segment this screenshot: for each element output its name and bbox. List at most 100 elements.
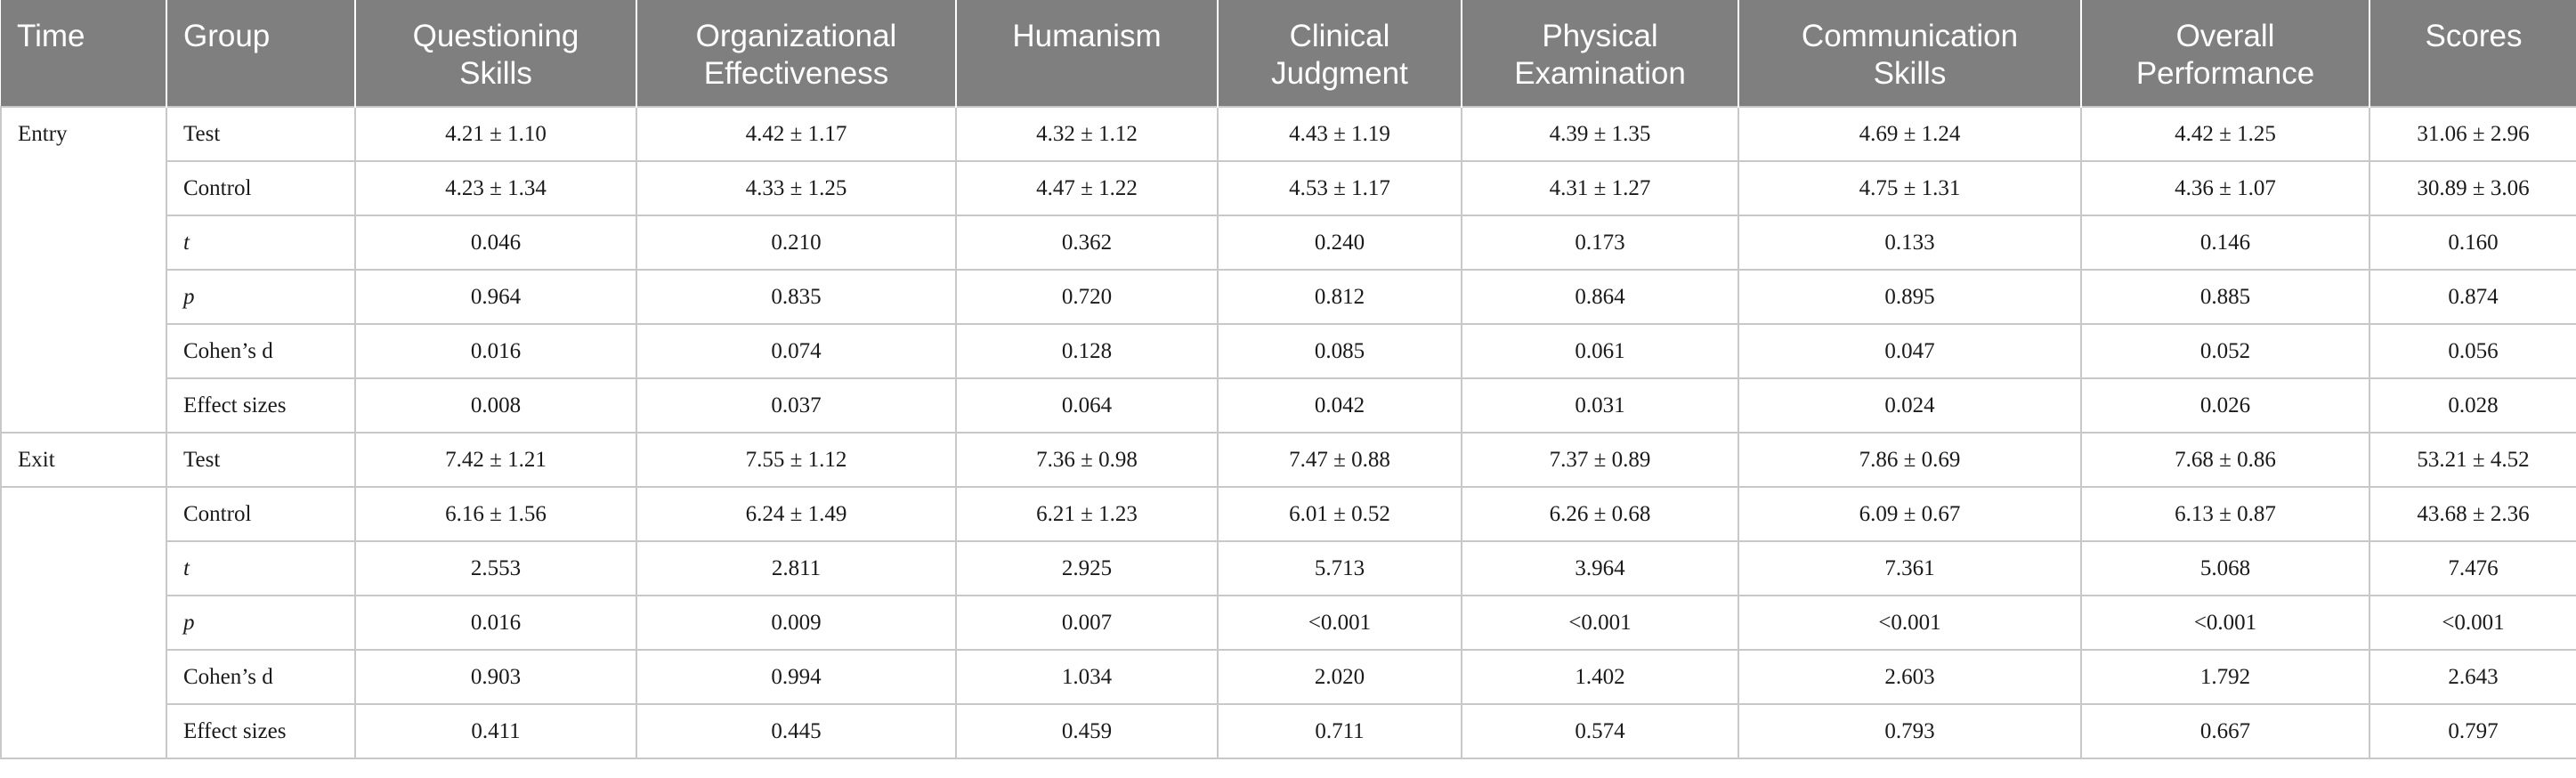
group-cell: Control: [166, 160, 356, 216]
group-cell: Cohen’s d: [166, 649, 356, 705]
value-cell: 7.47 ± 0.88: [1217, 432, 1462, 488]
table-row: p 0.016 0.009 0.007 <0.001 <0.001 <0.001 <0.001…: [1, 595, 2576, 651]
value-cell: <0.001: [1217, 595, 1462, 651]
value-cell: 0.052: [2080, 323, 2370, 379]
value-cell: 30.89 ± 3.06: [2369, 160, 2576, 216]
value-cell: 0.026: [2080, 377, 2370, 434]
value-cell: 0.864: [1461, 269, 1739, 325]
value-cell: 0.411: [354, 703, 637, 759]
value-cell: 0.711: [1217, 703, 1462, 759]
table-row: Exit Test 7.42 ± 1.21 7.55 ± 1.12 7.36 ± 0.9…: [0, 432, 2576, 488]
value-cell: 0.240: [1217, 215, 1462, 271]
value-cell: 0.797: [2369, 703, 2576, 759]
value-cell: 3.964: [1461, 540, 1739, 596]
value-cell: 0.074: [636, 323, 957, 379]
value-cell: 4.47 ± 1.22: [955, 160, 1219, 216]
value-cell: 4.53 ± 1.17: [1217, 160, 1462, 216]
value-cell: 7.361: [1738, 540, 2082, 596]
value-cell: 0.903: [354, 649, 637, 705]
value-cell: 0.362: [955, 215, 1219, 271]
value-cell: 31.06 ± 2.96: [2369, 106, 2576, 162]
value-cell: 0.046: [354, 215, 637, 271]
value-cell: 0.173: [1461, 215, 1739, 271]
value-cell: 0.085: [1217, 323, 1462, 379]
group-cell: Test: [166, 432, 356, 488]
table-row: Effect sizes 0.008 0.037 0.064 0.042 0.031 0.0…: [1, 377, 2576, 434]
value-cell: 7.36 ± 0.98: [955, 432, 1219, 488]
group-cell: Cohen’s d: [166, 323, 356, 379]
col-header-clinical-judgment: Clinical Judgment: [1218, 0, 1462, 107]
value-cell: 2.020: [1217, 649, 1462, 705]
value-cell: 0.133: [1738, 215, 2082, 271]
value-cell: 0.994: [636, 649, 957, 705]
group-cell: t: [166, 540, 356, 596]
header-row: Time Group Questioning Skills Organizatio…: [1, 0, 2576, 107]
table-row: Entry Test 4.21 ± 1.10 4.42 ± 1.17 4.32 ± 1.…: [0, 106, 2576, 434]
value-cell: 4.36 ± 1.07: [2080, 160, 2370, 216]
group-cell: t: [166, 215, 356, 271]
value-cell: <0.001: [1738, 595, 2082, 651]
value-cell: 0.047: [1738, 323, 2082, 379]
value-cell: 7.37 ± 0.89: [1461, 432, 1739, 488]
value-cell: 0.007: [955, 595, 1219, 651]
value-cell: 7.55 ± 1.12: [636, 432, 957, 488]
value-cell: 2.553: [354, 540, 637, 596]
col-header-organizational-effectiveness: Organizational Effectiveness: [636, 0, 957, 107]
value-cell: 1.034: [955, 649, 1219, 705]
value-cell: 0.031: [1461, 377, 1739, 434]
value-cell: 43.68 ± 2.36: [2369, 486, 2576, 542]
value-cell: 4.32 ± 1.12: [955, 106, 1219, 162]
value-cell: <0.001: [1461, 595, 1739, 651]
value-cell: 2.811: [636, 540, 957, 596]
value-cell: 2.925: [955, 540, 1219, 596]
value-cell: 1.792: [2080, 649, 2370, 705]
value-cell: 0.895: [1738, 269, 2082, 325]
value-cell: 2.603: [1738, 649, 2082, 705]
value-cell: 0.874: [2369, 269, 2576, 325]
value-cell: 0.835: [636, 269, 957, 325]
value-cell: 0.885: [2080, 269, 2370, 325]
value-cell: 53.21 ± 4.52: [2369, 432, 2576, 488]
value-cell: 7.86 ± 0.69: [1738, 432, 2082, 488]
value-cell: 5.713: [1217, 540, 1462, 596]
value-cell: 0.056: [2369, 323, 2576, 379]
value-cell: 0.146: [2080, 215, 2370, 271]
value-cell: 4.43 ± 1.19: [1217, 106, 1462, 162]
value-cell: 0.024: [1738, 377, 2082, 434]
value-cell: 7.42 ± 1.21: [354, 432, 637, 488]
value-cell: 4.42 ± 1.25: [2080, 106, 2370, 162]
value-cell: 4.39 ± 1.35: [1461, 106, 1739, 162]
value-cell: 4.75 ± 1.31: [1738, 160, 2082, 216]
table-row: Cohen’s d 0.016 0.074 0.128 0.085 0.061 0.047 0…: [1, 323, 2576, 379]
col-header-physical-examination: Physical Examination: [1462, 0, 1739, 107]
value-cell: 4.23 ± 1.34: [354, 160, 637, 216]
value-cell: 6.13 ± 0.87: [2080, 486, 2370, 542]
group-cell: Test: [166, 106, 356, 162]
value-cell: 0.008: [354, 377, 637, 434]
value-cell: 0.964: [354, 269, 637, 325]
value-cell: 6.21 ± 1.23: [955, 486, 1219, 542]
col-header-questioning-skills: Questioning Skills: [355, 0, 637, 107]
table-row: p 0.964 0.835 0.720 0.812 0.864 0.895 0.885 0.87…: [1, 269, 2576, 325]
group-cell: Control: [166, 486, 356, 542]
group-cell: Effect sizes: [166, 377, 356, 434]
value-cell: 4.21 ± 1.10: [354, 106, 637, 162]
value-cell: 0.459: [955, 703, 1219, 759]
col-header-overall-performance: Overall Performance: [2081, 0, 2370, 107]
value-cell: 0.128: [955, 323, 1219, 379]
value-cell: 6.26 ± 0.68: [1461, 486, 1739, 542]
value-cell: 0.064: [955, 377, 1219, 434]
value-cell: 0.793: [1738, 703, 2082, 759]
value-cell: 0.061: [1461, 323, 1739, 379]
table-row: Cohen’s d 0.903 0.994 1.034 2.020 1.402 2.603 1…: [1, 649, 2576, 705]
col-header-communication-skills: Communication Skills: [1738, 0, 2082, 107]
value-cell: 0.042: [1217, 377, 1462, 434]
value-cell: 0.028: [2369, 377, 2576, 434]
value-cell: 0.160: [2369, 215, 2576, 271]
value-cell: 4.42 ± 1.17: [636, 106, 957, 162]
time-cell: Exit: [0, 432, 167, 488]
value-cell: 0.037: [636, 377, 957, 434]
value-cell: 6.16 ± 1.56: [354, 486, 637, 542]
results-table: Time Group Questioning Skills Organizatio…: [0, 0, 2576, 759]
value-cell: 4.33 ± 1.25: [636, 160, 957, 216]
